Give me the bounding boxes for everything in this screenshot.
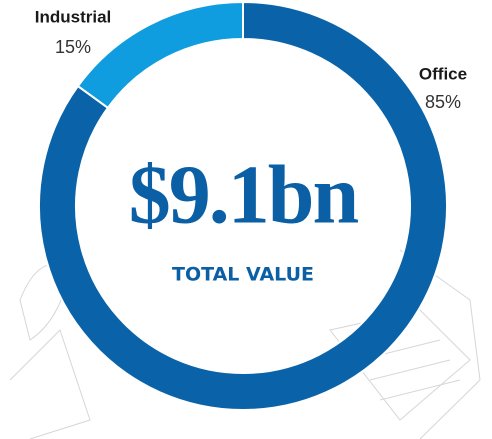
slice-value-label: 85% [425,92,461,112]
slice-label: Industrial [35,7,112,26]
slice-label: Office [419,64,467,83]
center-value: $9.1bn [129,148,359,241]
donut-slice [76,0,244,110]
donut [38,0,448,411]
center-label: TOTAL VALUE [172,264,314,286]
slice-value-label: 15% [55,37,91,57]
donut-slice [38,0,448,411]
